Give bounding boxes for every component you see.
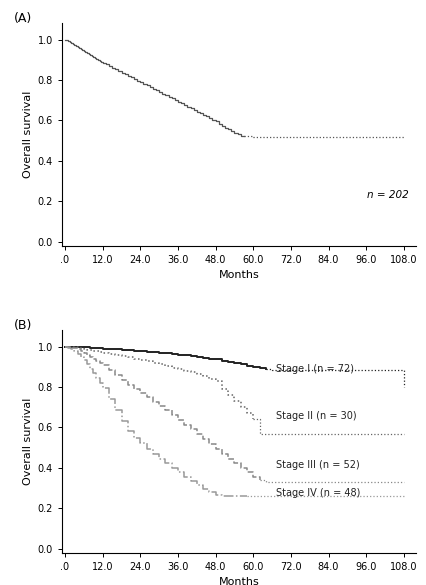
Y-axis label: Overall survival: Overall survival <box>23 91 33 178</box>
Text: n = 202: n = 202 <box>366 190 408 199</box>
Y-axis label: Overall survival: Overall survival <box>23 398 33 486</box>
X-axis label: Months: Months <box>218 270 259 280</box>
Text: Stage II (n = 30): Stage II (n = 30) <box>276 411 356 421</box>
Text: (A): (A) <box>14 12 32 25</box>
Text: (B): (B) <box>14 319 32 332</box>
Text: Stage IV (n = 48): Stage IV (n = 48) <box>276 488 360 498</box>
Text: Stage I (n = 72): Stage I (n = 72) <box>276 364 354 374</box>
Text: Stage III (n = 52): Stage III (n = 52) <box>276 460 359 470</box>
X-axis label: Months: Months <box>218 577 259 585</box>
